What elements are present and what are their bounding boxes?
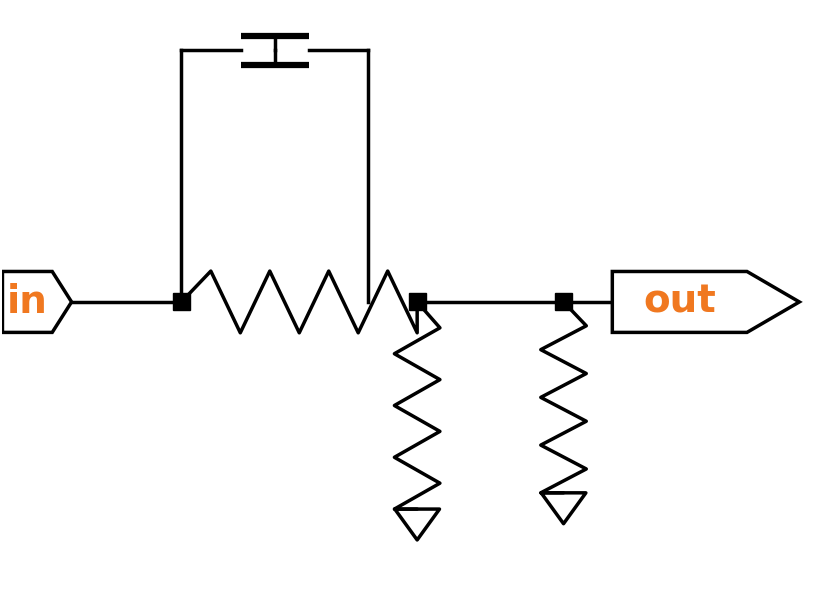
Text: out: out bbox=[643, 283, 716, 321]
Bar bbox=[555, 293, 572, 310]
Text: in: in bbox=[7, 283, 47, 321]
Polygon shape bbox=[612, 272, 799, 332]
Polygon shape bbox=[2, 272, 72, 332]
Bar bbox=[173, 293, 190, 310]
Bar bbox=[408, 293, 426, 310]
